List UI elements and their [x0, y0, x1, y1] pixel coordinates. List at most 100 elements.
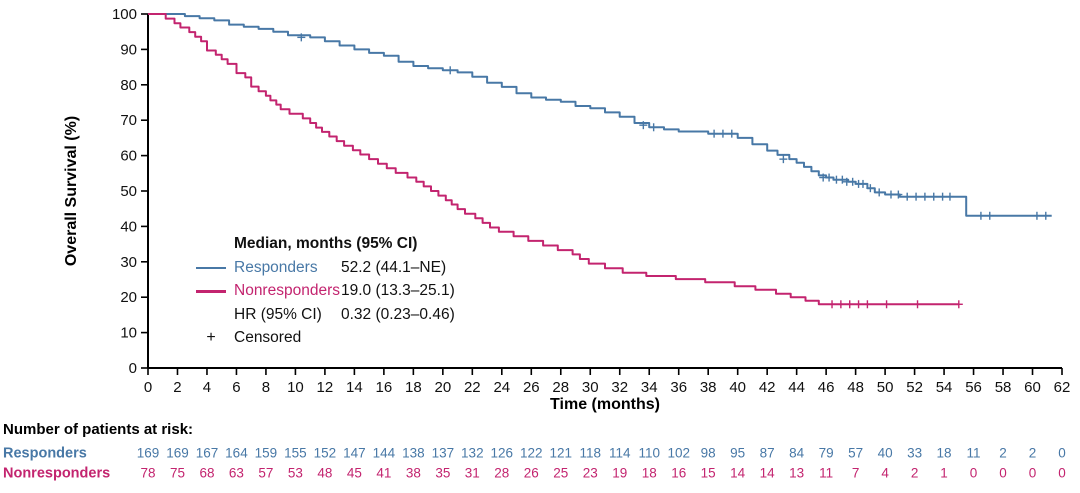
risk-count: 11 [819, 466, 833, 481]
svg-text:70: 70 [120, 112, 137, 129]
responders-censor-mark [825, 173, 834, 182]
responders-censor-mark [903, 192, 912, 201]
risk-count: 40 [878, 446, 893, 461]
risk-count: 147 [343, 446, 366, 461]
risk-count: 53 [288, 466, 303, 481]
legend: Median, months (95% CI) Responders 52.2 … [196, 232, 455, 350]
risk-row-label-nonresponders: Nonresponders [3, 466, 110, 482]
risk-count: 11 [967, 446, 981, 461]
risk-count: 19 [612, 466, 627, 481]
risk-count: 102 [667, 446, 690, 461]
risk-count: 33 [907, 446, 922, 461]
risk-count: 87 [760, 446, 775, 461]
risk-count: 114 [609, 446, 631, 461]
legend-item-censored: + Censored [196, 327, 455, 351]
responders-censor-mark [894, 190, 903, 199]
risk-count: 118 [579, 446, 601, 461]
risk-count: 23 [583, 466, 598, 481]
risk-count: 137 [432, 446, 455, 461]
svg-text:60: 60 [120, 148, 137, 165]
nonresponders-censor-mark [836, 300, 845, 309]
responders-censor-mark [639, 121, 648, 130]
svg-text:48: 48 [847, 379, 864, 396]
risk-count: 15 [701, 466, 716, 481]
risk-count: 14 [730, 466, 746, 481]
risk-count: 7 [852, 466, 860, 481]
svg-text:62: 62 [1054, 379, 1071, 396]
risk-count: 57 [848, 446, 863, 461]
risk-count: 144 [373, 446, 396, 461]
risk-count: 18 [937, 446, 952, 461]
svg-text:10: 10 [287, 379, 304, 396]
risk-count: 0 [999, 466, 1007, 481]
risk-count: 126 [491, 446, 514, 461]
legend-item-hr: HR (95% CI) 0.32 (0.23–0.46) [196, 303, 455, 327]
svg-text:80: 80 [120, 77, 137, 94]
svg-text:50: 50 [877, 379, 894, 396]
svg-text:0: 0 [129, 360, 137, 377]
svg-text:8: 8 [262, 379, 270, 396]
risk-count: 2 [999, 446, 1007, 461]
responders-censor-mark [976, 211, 985, 220]
responders-censor-mark [848, 177, 857, 186]
risk-count: 68 [199, 466, 214, 481]
risk-count: 75 [170, 466, 185, 481]
responders-censor-mark [945, 192, 954, 201]
risk-count: 155 [284, 446, 307, 461]
risk-count: 84 [789, 446, 805, 461]
svg-text:30: 30 [120, 254, 137, 271]
nonresponders-censor-mark [913, 300, 922, 309]
responders-censor-mark [710, 129, 719, 138]
svg-text:50: 50 [120, 183, 137, 200]
risk-count: 2 [1029, 446, 1037, 461]
responders-swatch [196, 266, 226, 269]
risk-count: 41 [376, 466, 391, 481]
legend-item-nonresponders: Nonresponders 19.0 (13.3–25.1) [196, 280, 455, 304]
nonresponders-censor-mark [882, 300, 891, 309]
nonresponders-censor-mark [854, 300, 863, 309]
svg-text:10: 10 [120, 325, 137, 342]
svg-text:2: 2 [173, 379, 181, 396]
censored-plus-icon: + [206, 329, 216, 347]
risk-count: 25 [553, 466, 568, 481]
risk-count: 38 [406, 466, 421, 481]
responders-censor-mark [727, 129, 736, 138]
svg-text:52: 52 [906, 379, 923, 396]
svg-text:18: 18 [405, 379, 422, 396]
svg-text:40: 40 [729, 379, 746, 396]
responders-censor-mark [718, 129, 727, 138]
svg-text:60: 60 [1024, 379, 1041, 396]
svg-text:38: 38 [700, 379, 717, 396]
risk-count: 159 [255, 446, 278, 461]
risk-count: 152 [314, 446, 337, 461]
legend-hr-value: 0.32 (0.23–0.46) [341, 305, 455, 323]
responders-censor-mark [779, 155, 788, 164]
responders-curve [148, 13, 1052, 217]
legend-responders-median: 52.2 (44.1–NE) [341, 258, 447, 276]
nonresponders-line-swatch [196, 290, 226, 293]
risk-count: 48 [317, 466, 332, 481]
risk-count: 78 [140, 466, 155, 481]
risk-row-label-responders: Responders [3, 446, 87, 462]
risk-count: 35 [435, 466, 450, 481]
svg-text:32: 32 [611, 379, 628, 396]
svg-text:54: 54 [936, 379, 953, 396]
responders-line-swatch [196, 266, 226, 269]
responders-censor-mark [985, 211, 994, 220]
risk-count: 1 [940, 466, 948, 481]
svg-text:28: 28 [552, 379, 569, 396]
svg-text:6: 6 [232, 379, 240, 396]
svg-text:58: 58 [995, 379, 1012, 396]
risk-count: 14 [760, 466, 776, 481]
risk-count: 31 [465, 466, 480, 481]
risk-count: 28 [494, 466, 509, 481]
risk-count: 16 [671, 466, 686, 481]
risk-count: 167 [196, 446, 219, 461]
nonresponders-censor-mark [863, 300, 872, 309]
risk-count: 0 [970, 466, 978, 481]
responders-censor-mark [838, 175, 847, 184]
risk-count: 26 [524, 466, 539, 481]
responders-censor-mark [920, 192, 929, 201]
risk-count: 122 [520, 446, 543, 461]
